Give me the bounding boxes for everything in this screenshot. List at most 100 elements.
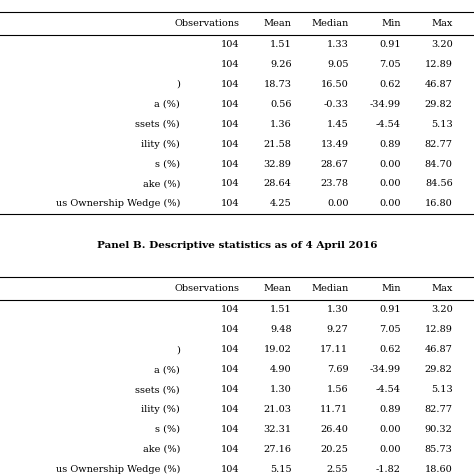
Text: 0.00: 0.00 bbox=[379, 180, 401, 188]
Text: 5.15: 5.15 bbox=[270, 465, 292, 474]
Text: 1.30: 1.30 bbox=[327, 306, 348, 314]
Text: 29.82: 29.82 bbox=[425, 365, 453, 374]
Text: Mean: Mean bbox=[264, 284, 292, 293]
Text: Min: Min bbox=[381, 19, 401, 27]
Text: 5.13: 5.13 bbox=[431, 385, 453, 394]
Text: 1.36: 1.36 bbox=[270, 120, 292, 128]
Text: 9.26: 9.26 bbox=[270, 60, 292, 69]
Text: 104: 104 bbox=[221, 100, 239, 109]
Text: 104: 104 bbox=[221, 160, 239, 168]
Text: 18.73: 18.73 bbox=[264, 80, 292, 89]
Text: ility (%): ility (%) bbox=[141, 139, 180, 149]
Text: 1.45: 1.45 bbox=[327, 120, 348, 128]
Text: Median: Median bbox=[311, 19, 348, 27]
Text: us Ownership Wedge (%): us Ownership Wedge (%) bbox=[56, 199, 180, 209]
Text: 104: 104 bbox=[221, 120, 239, 128]
Text: 104: 104 bbox=[221, 445, 239, 454]
Text: 0.62: 0.62 bbox=[379, 346, 401, 354]
Text: 0.62: 0.62 bbox=[379, 80, 401, 89]
Text: 3.20: 3.20 bbox=[431, 306, 453, 314]
Text: 104: 104 bbox=[221, 425, 239, 434]
Text: -34.99: -34.99 bbox=[369, 100, 401, 109]
Text: Median: Median bbox=[311, 284, 348, 293]
Text: ssets (%): ssets (%) bbox=[136, 120, 180, 128]
Text: ): ) bbox=[176, 80, 180, 89]
Text: 46.87: 46.87 bbox=[425, 80, 453, 89]
Text: 7.05: 7.05 bbox=[379, 326, 401, 334]
Text: Max: Max bbox=[431, 284, 453, 293]
Text: 104: 104 bbox=[221, 40, 239, 49]
Text: s (%): s (%) bbox=[155, 425, 180, 434]
Text: s (%): s (%) bbox=[155, 160, 180, 168]
Text: 7.69: 7.69 bbox=[327, 365, 348, 374]
Text: 82.77: 82.77 bbox=[425, 140, 453, 148]
Text: 9.48: 9.48 bbox=[270, 326, 292, 334]
Text: 29.82: 29.82 bbox=[425, 100, 453, 109]
Text: a (%): a (%) bbox=[155, 365, 180, 374]
Text: ): ) bbox=[176, 346, 180, 354]
Text: us Ownership Wedge (%): us Ownership Wedge (%) bbox=[56, 465, 180, 474]
Text: 0.00: 0.00 bbox=[379, 445, 401, 454]
Text: 0.89: 0.89 bbox=[379, 405, 401, 414]
Text: 104: 104 bbox=[221, 385, 239, 394]
Text: 17.11: 17.11 bbox=[320, 346, 348, 354]
Text: 26.40: 26.40 bbox=[320, 425, 348, 434]
Text: Mean: Mean bbox=[264, 19, 292, 27]
Text: Min: Min bbox=[381, 284, 401, 293]
Text: 4.25: 4.25 bbox=[270, 200, 292, 208]
Text: 32.89: 32.89 bbox=[264, 160, 292, 168]
Text: ility (%): ility (%) bbox=[141, 405, 180, 414]
Text: 104: 104 bbox=[221, 326, 239, 334]
Text: 104: 104 bbox=[221, 405, 239, 414]
Text: 104: 104 bbox=[221, 346, 239, 354]
Text: -4.54: -4.54 bbox=[375, 385, 401, 394]
Text: -34.99: -34.99 bbox=[369, 365, 401, 374]
Text: 32.31: 32.31 bbox=[264, 425, 292, 434]
Text: -0.33: -0.33 bbox=[323, 100, 348, 109]
Text: 90.32: 90.32 bbox=[425, 425, 453, 434]
Text: 21.58: 21.58 bbox=[264, 140, 292, 148]
Text: 5.13: 5.13 bbox=[431, 120, 453, 128]
Text: 20.25: 20.25 bbox=[320, 445, 348, 454]
Text: 27.16: 27.16 bbox=[264, 445, 292, 454]
Text: 104: 104 bbox=[221, 80, 239, 89]
Text: 0.00: 0.00 bbox=[379, 160, 401, 168]
Text: 0.00: 0.00 bbox=[327, 200, 348, 208]
Text: 0.89: 0.89 bbox=[379, 140, 401, 148]
Text: Observations: Observations bbox=[174, 284, 239, 293]
Text: Observations: Observations bbox=[174, 19, 239, 27]
Text: 28.64: 28.64 bbox=[264, 180, 292, 188]
Text: 18.60: 18.60 bbox=[425, 465, 453, 474]
Text: Panel B. Descriptive statistics as of 4 April 2016: Panel B. Descriptive statistics as of 4 … bbox=[97, 241, 377, 250]
Text: 104: 104 bbox=[221, 200, 239, 208]
Text: 0.00: 0.00 bbox=[379, 200, 401, 208]
Text: 23.78: 23.78 bbox=[320, 180, 348, 188]
Text: 1.51: 1.51 bbox=[270, 40, 292, 49]
Text: 0.56: 0.56 bbox=[270, 100, 292, 109]
Text: 104: 104 bbox=[221, 140, 239, 148]
Text: 46.87: 46.87 bbox=[425, 346, 453, 354]
Text: -4.54: -4.54 bbox=[375, 120, 401, 128]
Text: 12.89: 12.89 bbox=[425, 60, 453, 69]
Text: 12.89: 12.89 bbox=[425, 326, 453, 334]
Text: 16.80: 16.80 bbox=[425, 200, 453, 208]
Text: a (%): a (%) bbox=[155, 100, 180, 109]
Text: 84.56: 84.56 bbox=[425, 180, 453, 188]
Text: 11.71: 11.71 bbox=[320, 405, 348, 414]
Text: 1.30: 1.30 bbox=[270, 385, 292, 394]
Text: 0.00: 0.00 bbox=[379, 425, 401, 434]
Text: 82.77: 82.77 bbox=[425, 405, 453, 414]
Text: 9.27: 9.27 bbox=[327, 326, 348, 334]
Text: 104: 104 bbox=[221, 306, 239, 314]
Text: 85.73: 85.73 bbox=[425, 445, 453, 454]
Text: 104: 104 bbox=[221, 180, 239, 188]
Text: 104: 104 bbox=[221, 60, 239, 69]
Text: -1.82: -1.82 bbox=[375, 465, 401, 474]
Text: 84.70: 84.70 bbox=[425, 160, 453, 168]
Text: 13.49: 13.49 bbox=[320, 140, 348, 148]
Text: 104: 104 bbox=[221, 365, 239, 374]
Text: 7.05: 7.05 bbox=[379, 60, 401, 69]
Text: 28.67: 28.67 bbox=[320, 160, 348, 168]
Text: 1.33: 1.33 bbox=[327, 40, 348, 49]
Text: ake (%): ake (%) bbox=[143, 180, 180, 188]
